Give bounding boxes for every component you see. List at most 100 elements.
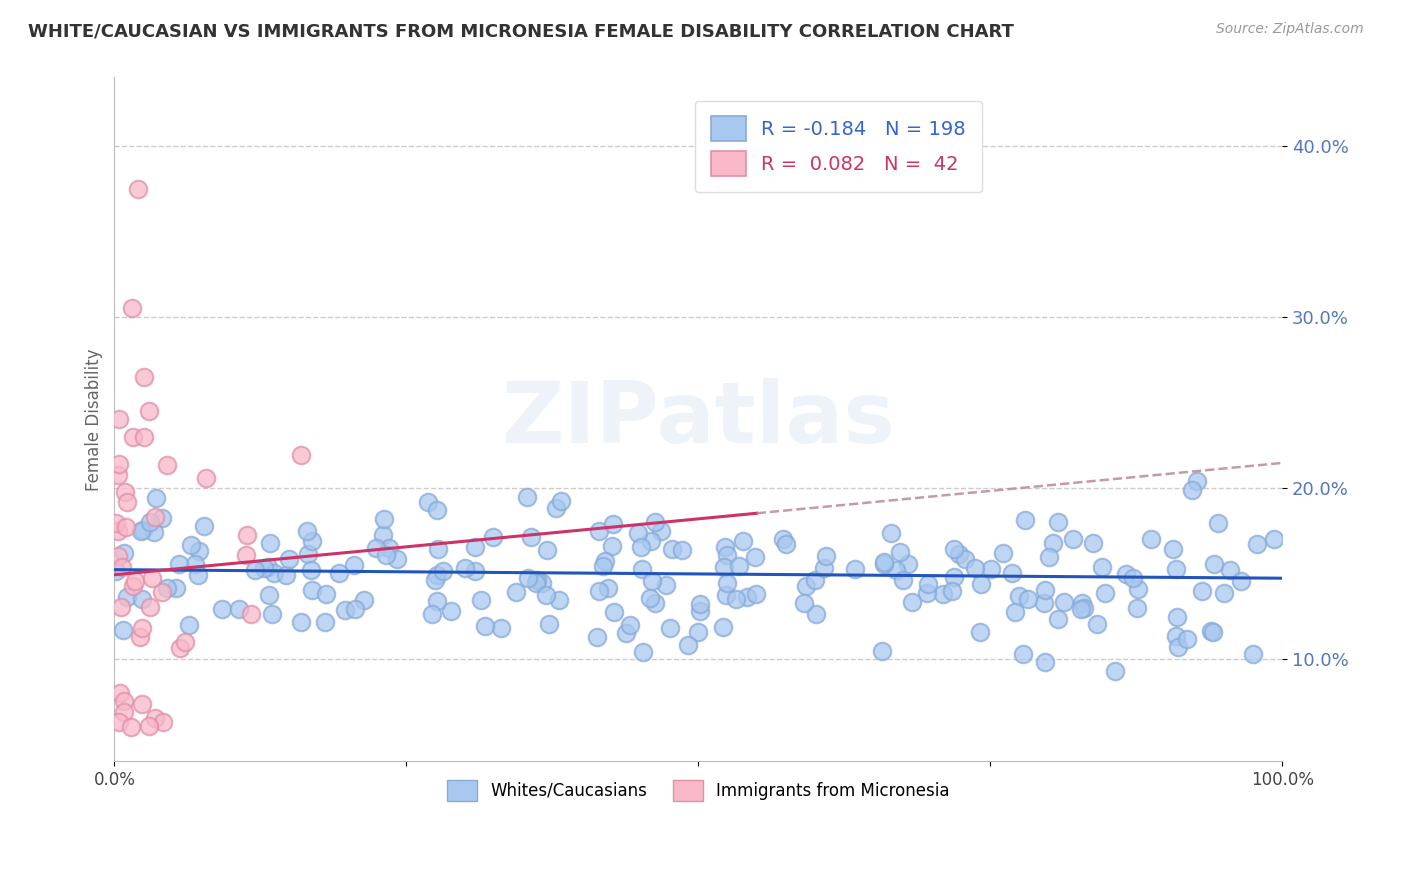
Point xyxy=(299,563,322,577)
Point xyxy=(474,618,496,632)
Point xyxy=(775,537,797,551)
Point xyxy=(373,527,395,541)
Point xyxy=(278,551,301,566)
Point xyxy=(716,575,738,590)
Point xyxy=(143,711,166,725)
Point xyxy=(725,592,748,607)
Point xyxy=(517,571,540,585)
Point xyxy=(592,559,614,574)
Point xyxy=(891,574,914,588)
Point xyxy=(276,568,298,582)
Point xyxy=(932,586,955,600)
Point xyxy=(1012,647,1035,661)
Point xyxy=(120,720,142,734)
Point xyxy=(156,458,179,472)
Point xyxy=(138,403,160,417)
Point xyxy=(844,562,866,576)
Point xyxy=(689,597,711,611)
Point xyxy=(1094,586,1116,600)
Point xyxy=(1185,475,1208,489)
Point xyxy=(889,545,911,559)
Point xyxy=(1014,513,1036,527)
Point xyxy=(440,604,463,618)
Point xyxy=(107,468,129,483)
Point xyxy=(505,585,527,599)
Point xyxy=(630,540,652,554)
Point xyxy=(1166,609,1188,624)
Point xyxy=(129,630,152,644)
Point xyxy=(107,458,129,472)
Point xyxy=(733,534,755,549)
Point xyxy=(353,593,375,607)
Point xyxy=(193,519,215,533)
Point xyxy=(650,524,672,538)
Point xyxy=(714,541,737,555)
Point xyxy=(260,607,283,621)
Point xyxy=(689,604,711,618)
Point xyxy=(659,621,682,635)
Point xyxy=(530,576,553,591)
Point xyxy=(671,542,693,557)
Point xyxy=(631,561,654,575)
Point xyxy=(195,471,218,485)
Point xyxy=(588,584,610,599)
Point xyxy=(187,568,209,582)
Point xyxy=(124,574,146,588)
Point xyxy=(596,581,619,595)
Point xyxy=(588,524,610,539)
Point xyxy=(793,596,815,610)
Point xyxy=(1008,589,1031,603)
Point xyxy=(1191,583,1213,598)
Point xyxy=(145,491,167,505)
Point xyxy=(943,569,966,583)
Point xyxy=(108,715,131,730)
Point xyxy=(263,566,285,580)
Point xyxy=(139,515,162,529)
Point xyxy=(796,579,818,593)
Point xyxy=(121,301,143,315)
Point xyxy=(236,528,259,542)
Point xyxy=(177,618,200,632)
Point xyxy=(655,577,678,591)
Point xyxy=(131,524,153,538)
Point xyxy=(375,548,398,562)
Point xyxy=(1161,542,1184,557)
Point xyxy=(111,559,134,574)
Point xyxy=(122,579,145,593)
Point xyxy=(235,548,257,562)
Point xyxy=(711,620,734,634)
Point xyxy=(240,607,263,621)
Point xyxy=(127,181,149,195)
Point xyxy=(1053,595,1076,609)
Point xyxy=(1038,549,1060,564)
Point xyxy=(917,577,939,591)
Point xyxy=(131,697,153,711)
Point xyxy=(1115,567,1137,582)
Point xyxy=(344,602,367,616)
Point xyxy=(524,576,547,591)
Point xyxy=(520,530,543,544)
Point xyxy=(638,591,661,606)
Point xyxy=(112,546,135,560)
Point xyxy=(1204,557,1226,571)
Point xyxy=(167,557,190,571)
Point xyxy=(1004,605,1026,619)
Point xyxy=(104,516,127,531)
Point xyxy=(111,623,134,637)
Point xyxy=(343,558,366,573)
Point xyxy=(141,571,163,585)
Point xyxy=(110,686,132,700)
Point xyxy=(943,542,966,557)
Text: WHITE/CAUCASIAN VS IMMIGRANTS FROM MICRONESIA FEMALE DISABILITY CORRELATION CHAR: WHITE/CAUCASIAN VS IMMIGRANTS FROM MICRO… xyxy=(28,22,1014,40)
Point xyxy=(602,516,624,531)
Point xyxy=(301,582,323,597)
Point xyxy=(688,625,710,640)
Point xyxy=(142,525,165,540)
Point xyxy=(482,530,505,544)
Point xyxy=(115,590,138,604)
Point xyxy=(139,600,162,615)
Point xyxy=(333,603,356,617)
Point xyxy=(716,549,738,563)
Point xyxy=(980,561,1002,575)
Point xyxy=(1126,600,1149,615)
